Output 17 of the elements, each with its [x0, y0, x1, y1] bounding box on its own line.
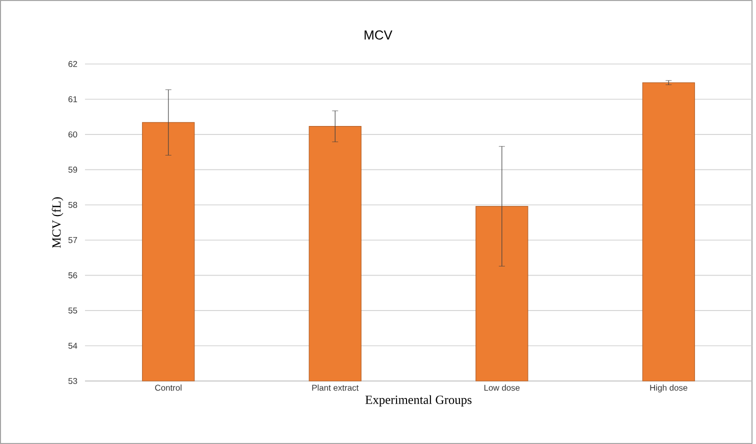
- y-tick-label: 61: [68, 96, 78, 102]
- x-tick-label: High dose: [650, 384, 688, 392]
- x-tick-label: Low dose: [484, 384, 520, 391]
- y-tick-label: 53: [68, 378, 78, 384]
- chart-title: MCV: [364, 30, 392, 40]
- x-tick-label: Plant extract: [312, 384, 359, 391]
- x-tick-label: Control: [155, 384, 182, 391]
- y-tick-label: 54: [68, 342, 78, 349]
- y-tick-label: 57: [68, 237, 78, 244]
- y-tick-label: 56: [68, 272, 78, 278]
- y-tick-label: 60: [68, 131, 78, 138]
- y-tick-label: 58: [68, 202, 78, 208]
- y-tick-label: 62: [68, 61, 78, 67]
- y-tick-label: 59: [68, 166, 78, 173]
- y-tick-label: 55: [68, 308, 78, 314]
- y-axis-title: MCV (fL): [52, 197, 64, 248]
- x-axis-title: Experimental Groups: [365, 395, 472, 407]
